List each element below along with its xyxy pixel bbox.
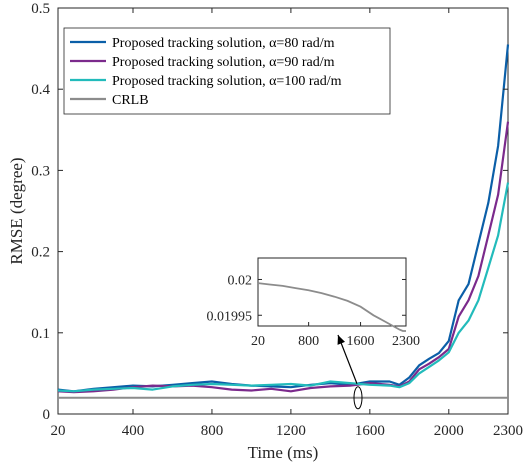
legend-label: CRLB xyxy=(112,93,149,108)
inset-y-ticks: 0.01995 0.02 xyxy=(207,273,406,324)
inset-series-layer xyxy=(257,282,406,332)
y-axis-label: RMSE (degree) xyxy=(7,157,26,264)
inset-x-tick-label: 2300 xyxy=(392,334,420,349)
y-tick-label: 0.5 xyxy=(31,1,50,17)
highlight-ellipse xyxy=(353,386,363,410)
inset-series-line xyxy=(257,282,406,332)
x-tick-label: 800 xyxy=(201,423,224,439)
x-axis-label: Time (ms) xyxy=(248,443,319,462)
y-tick-label: 0.4 xyxy=(31,82,50,98)
inset-annotation xyxy=(337,334,363,410)
inset-plot: 0.01995 0.02 20 800 1600 2300 xyxy=(207,257,420,349)
inset-x-tick-label: 1600 xyxy=(347,334,375,349)
legend-label: Proposed tracking solution, α=90 rad/m xyxy=(112,55,335,70)
y-tick-label: 0.1 xyxy=(31,326,50,342)
arrowhead-icon xyxy=(337,335,345,345)
y-tick-label: 0 xyxy=(43,407,51,423)
inset-y-tick-label: 0.01995 xyxy=(207,309,253,324)
legend-label: Proposed tracking solution, α=80 rad/m xyxy=(112,36,335,51)
x-tick-label: 2000 xyxy=(434,423,464,439)
inset-x-ticks: 20 800 1600 2300 xyxy=(251,322,420,349)
y-axis-ticks: 0 0.1 0.2 0.3 0.4 0.5 xyxy=(31,1,508,423)
inset-y-tick-label: 0.02 xyxy=(228,273,253,288)
x-tick-label: 1200 xyxy=(276,423,306,439)
x-tick-label: 1600 xyxy=(355,423,385,439)
x-tick-label: 2300 xyxy=(493,423,523,439)
legend-box xyxy=(63,27,391,115)
series-line xyxy=(57,121,510,394)
y-tick-label: 0.3 xyxy=(31,163,50,179)
inset-x-tick-label: 20 xyxy=(251,334,265,349)
inset-x-tick-label: 800 xyxy=(298,334,319,349)
x-axis-ticks: 20 400 800 1200 1600 2000 2300 xyxy=(51,8,523,439)
series-layer xyxy=(57,44,510,399)
x-tick-label: 400 xyxy=(122,423,145,439)
series-line xyxy=(57,182,510,393)
legend-label: Proposed tracking solution, α=100 rad/m xyxy=(112,74,342,89)
x-tick-label: 20 xyxy=(51,423,66,439)
legend: Proposed tracking solution, α=80 rad/m Pr… xyxy=(63,27,391,115)
inset-frame xyxy=(257,257,407,327)
y-tick-label: 0.2 xyxy=(31,245,50,261)
